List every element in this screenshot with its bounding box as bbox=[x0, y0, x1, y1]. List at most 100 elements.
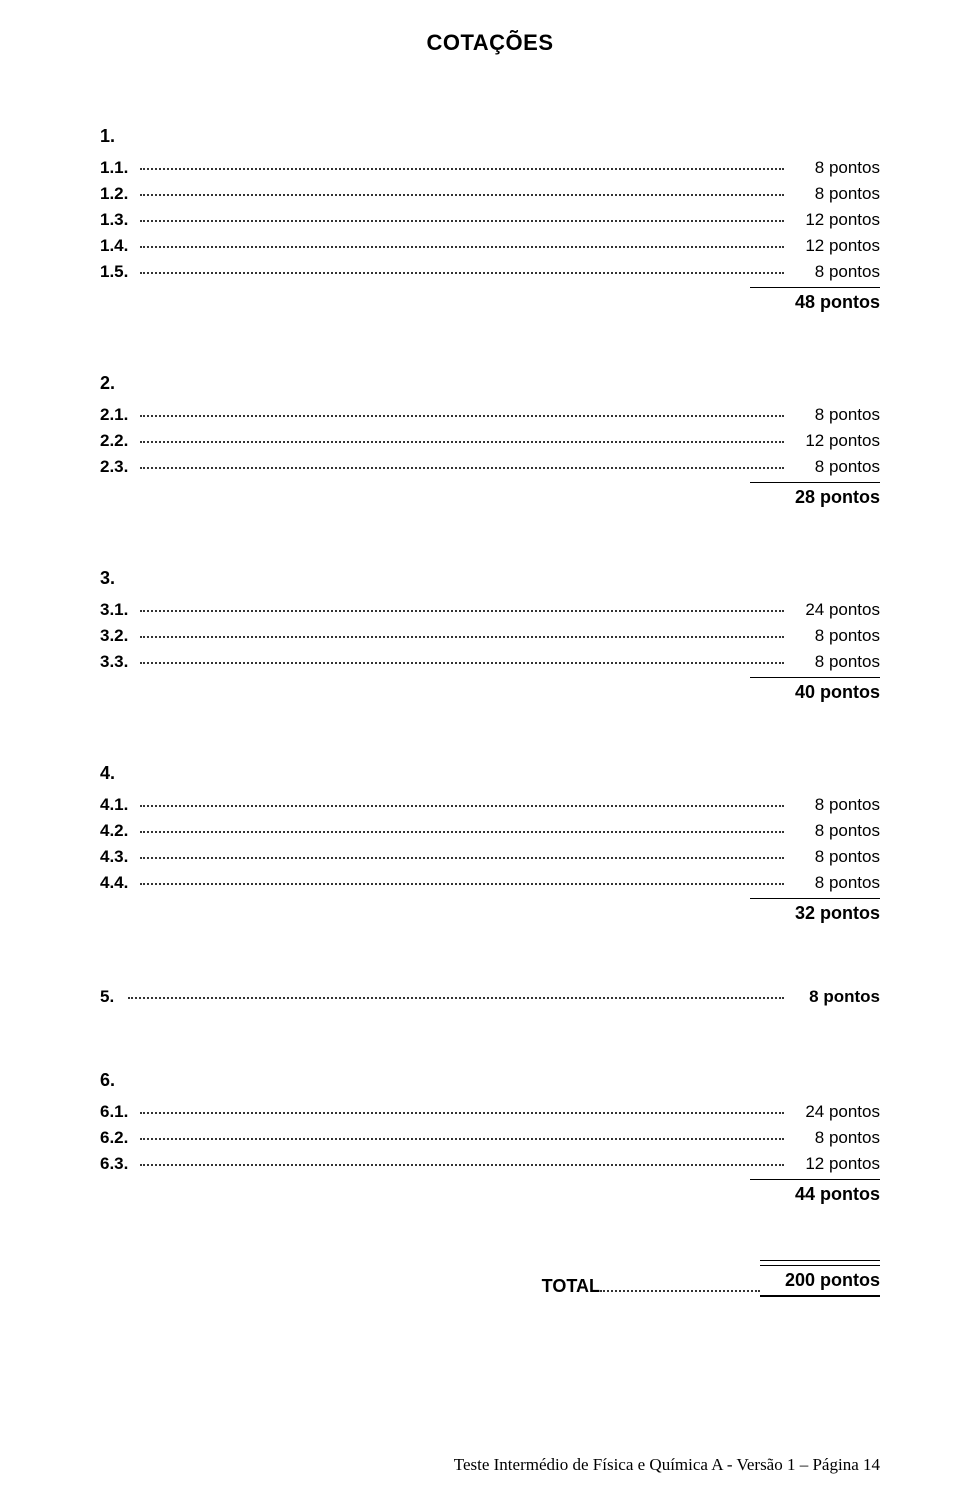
row-points: 8 pontos bbox=[790, 259, 880, 285]
row-1-5: 1.5. 8 pontos bbox=[100, 259, 880, 285]
group-3-head: 3. bbox=[100, 568, 880, 589]
row-num: 1.2. bbox=[100, 181, 138, 207]
row-num: 3.3. bbox=[100, 649, 138, 675]
row-num: 4.3. bbox=[100, 844, 138, 870]
subtotal-6: 44 pontos bbox=[750, 1179, 880, 1205]
row-5: 5. 8 pontos bbox=[100, 984, 880, 1010]
row-4-1: 4.1. 8 pontos bbox=[100, 792, 880, 818]
row-num: 1.1. bbox=[100, 155, 138, 181]
row-points: 12 pontos bbox=[790, 233, 880, 259]
group-5: 5. 8 pontos bbox=[100, 984, 880, 1010]
row-points: 8 pontos bbox=[790, 454, 880, 480]
row-points: 8 pontos bbox=[790, 818, 880, 844]
row-num: 5. bbox=[100, 984, 126, 1010]
row-num: 2.3. bbox=[100, 454, 138, 480]
leader-dots bbox=[140, 194, 784, 196]
leader-dots bbox=[140, 831, 784, 833]
leader-dots bbox=[128, 997, 784, 999]
row-points: 12 pontos bbox=[790, 207, 880, 233]
subtotal-3: 40 pontos bbox=[750, 677, 880, 703]
subtotal-4-wrap: 32 pontos bbox=[100, 898, 880, 924]
subtotal-1-wrap: 48 pontos bbox=[100, 287, 880, 313]
row-num: 3.1. bbox=[100, 597, 138, 623]
leader-dots bbox=[140, 805, 784, 807]
row-num: 3.2. bbox=[100, 623, 138, 649]
group-6-head: 6. bbox=[100, 1070, 880, 1091]
leader-dots bbox=[140, 272, 784, 274]
leader-dots bbox=[140, 246, 784, 248]
row-num: 6.1. bbox=[100, 1099, 138, 1125]
row-4-3: 4.3. 8 pontos bbox=[100, 844, 880, 870]
row-points: 8 pontos bbox=[790, 649, 880, 675]
leader-dots bbox=[140, 220, 784, 222]
subtotal-2: 28 pontos bbox=[750, 482, 880, 508]
group-4-head: 4. bbox=[100, 763, 880, 784]
row-3-2: 3.2. 8 pontos bbox=[100, 623, 880, 649]
group-1-head: 1. bbox=[100, 126, 880, 147]
row-num: 4.2. bbox=[100, 818, 138, 844]
leader-dots bbox=[140, 168, 784, 170]
row-4-4: 4.4. 8 pontos bbox=[100, 870, 880, 896]
row-6-2: 6.2. 8 pontos bbox=[100, 1125, 880, 1151]
subtotal-6-wrap: 44 pontos bbox=[100, 1179, 880, 1205]
subtotal-3-wrap: 40 pontos bbox=[100, 677, 880, 703]
leader-dots bbox=[140, 1138, 784, 1140]
row-1-2: 1.2. 8 pontos bbox=[100, 181, 880, 207]
row-3-1: 3.1. 24 pontos bbox=[100, 597, 880, 623]
leader-dots bbox=[140, 441, 784, 443]
leader-dots bbox=[140, 1112, 784, 1114]
row-points: 8 pontos bbox=[790, 870, 880, 896]
row-points: 12 pontos bbox=[790, 428, 880, 454]
row-num: 4.4. bbox=[100, 870, 138, 896]
row-num: 2.2. bbox=[100, 428, 138, 454]
leader-dots bbox=[140, 857, 784, 859]
page-title: COTAÇÕES bbox=[100, 30, 880, 56]
row-3-3: 3.3. 8 pontos bbox=[100, 649, 880, 675]
row-points: 8 pontos bbox=[790, 984, 880, 1010]
row-points: 8 pontos bbox=[790, 155, 880, 181]
group-2: 2. 2.1. 8 pontos 2.2. 12 pontos 2.3. 8 p… bbox=[100, 373, 880, 508]
row-6-1: 6.1. 24 pontos bbox=[100, 1099, 880, 1125]
total-block: TOTAL 200 pontos bbox=[100, 1265, 880, 1297]
page-footer: Teste Intermédio de Física e Química A -… bbox=[454, 1455, 880, 1475]
row-points: 8 pontos bbox=[790, 792, 880, 818]
row-num: 1.3. bbox=[100, 207, 138, 233]
row-points: 8 pontos bbox=[790, 1125, 880, 1151]
row-1-3: 1.3. 12 pontos bbox=[100, 207, 880, 233]
group-4: 4. 4.1. 8 pontos 4.2. 8 pontos 4.3. 8 po… bbox=[100, 763, 880, 924]
leader-dots bbox=[140, 610, 784, 612]
row-points: 8 pontos bbox=[790, 623, 880, 649]
subtotal-1: 48 pontos bbox=[750, 287, 880, 313]
subtotal-4: 32 pontos bbox=[750, 898, 880, 924]
row-1-4: 1.4. 12 pontos bbox=[100, 233, 880, 259]
row-points: 24 pontos bbox=[790, 597, 880, 623]
leader-dots bbox=[140, 467, 784, 469]
group-1: 1. 1.1. 8 pontos 1.2. 8 pontos 1.3. 12 p… bbox=[100, 126, 880, 313]
row-6-3: 6.3. 12 pontos bbox=[100, 1151, 880, 1177]
group-3: 3. 3.1. 24 pontos 3.2. 8 pontos 3.3. 8 p… bbox=[100, 568, 880, 703]
row-4-2: 4.2. 8 pontos bbox=[100, 818, 880, 844]
row-points: 8 pontos bbox=[790, 402, 880, 428]
row-2-2: 2.2. 12 pontos bbox=[100, 428, 880, 454]
total-value: 200 pontos bbox=[760, 1265, 880, 1297]
row-num: 2.1. bbox=[100, 402, 138, 428]
total-label: TOTAL bbox=[542, 1276, 600, 1297]
row-num: 6.3. bbox=[100, 1151, 138, 1177]
subtotal-2-wrap: 28 pontos bbox=[100, 482, 880, 508]
row-num: 4.1. bbox=[100, 792, 138, 818]
leader-dots bbox=[140, 1164, 784, 1166]
row-1-1: 1.1. 8 pontos bbox=[100, 155, 880, 181]
row-points: 24 pontos bbox=[790, 1099, 880, 1125]
leader-dots bbox=[140, 415, 784, 417]
row-points: 8 pontos bbox=[790, 181, 880, 207]
leader-dots bbox=[140, 662, 784, 664]
row-points: 12 pontos bbox=[790, 1151, 880, 1177]
row-2-1: 2.1. 8 pontos bbox=[100, 402, 880, 428]
leader-dots bbox=[140, 883, 784, 885]
leader-dots bbox=[600, 1290, 760, 1292]
group-2-head: 2. bbox=[100, 373, 880, 394]
row-num: 1.4. bbox=[100, 233, 138, 259]
row-num: 6.2. bbox=[100, 1125, 138, 1151]
row-2-3: 2.3. 8 pontos bbox=[100, 454, 880, 480]
leader-dots bbox=[140, 636, 784, 638]
